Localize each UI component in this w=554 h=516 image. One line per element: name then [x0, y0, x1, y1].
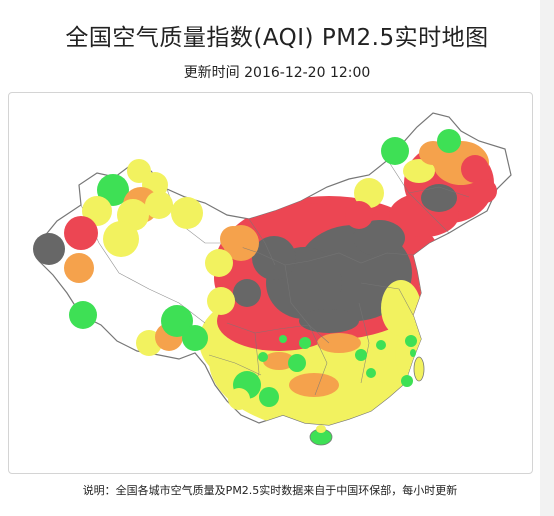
page-title: 全国空气质量指数(AQI) PM2.5实时地图 [65, 25, 489, 51]
islands [309, 349, 425, 446]
scrollbar-track[interactable] [540, 0, 554, 516]
city-bubbles-west [33, 159, 246, 356]
city-bubbles-northeast [345, 129, 497, 229]
data-source-note: 说明：全国各城市空气质量及PM2.5实时数据来自于中国环保部，每小时更新 [82, 484, 458, 497]
aqi-map-panel[interactable] [8, 92, 533, 474]
china-aqi-map[interactable] [9, 93, 534, 475]
city-bubbles-south [228, 335, 417, 410]
update-time: 更新时间 2016-12-20 12:00 [183, 65, 371, 81]
